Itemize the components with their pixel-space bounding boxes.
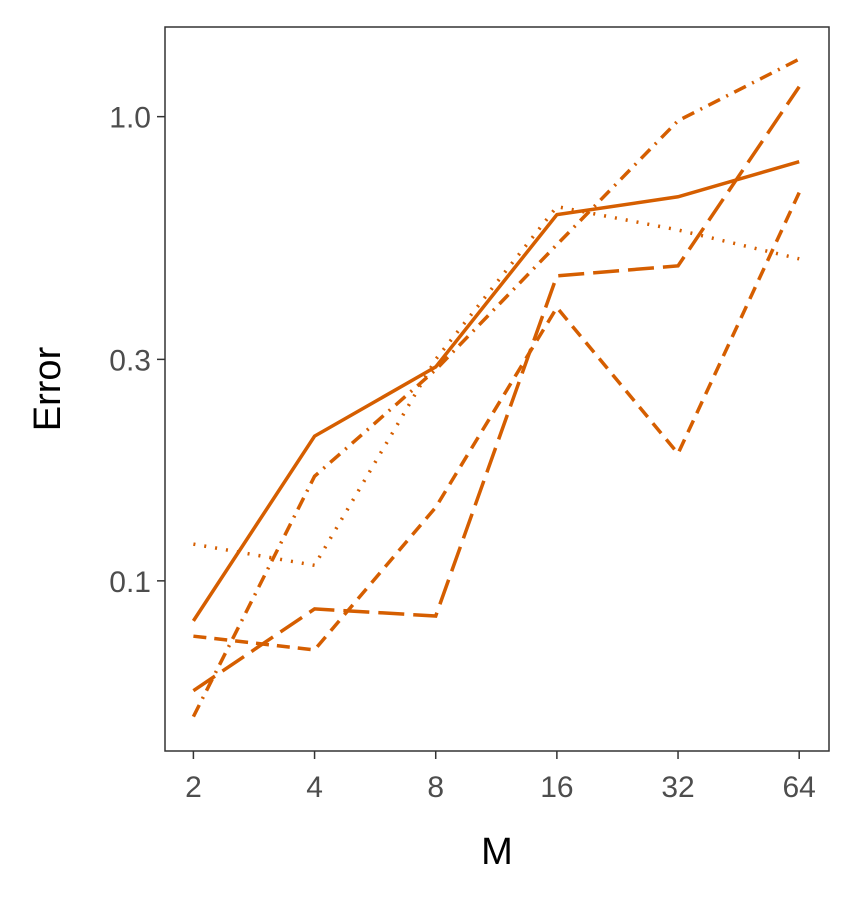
y-axis-title: Error [27, 346, 69, 431]
x-tick-label: 32 [661, 771, 694, 804]
series-line [191, 159, 800, 622]
x-tick-label: 4 [306, 771, 323, 804]
series-line [191, 57, 800, 718]
y-tick-label: 0.1 [109, 566, 151, 599]
x-tick-label: 8 [427, 771, 444, 804]
series-line [192, 85, 801, 693]
x-axis-title: M [481, 831, 513, 873]
series-line [193, 191, 801, 652]
y-tick-label: 1.0 [109, 102, 151, 135]
y-tick-label: 0.3 [109, 344, 151, 377]
x-tick-label: 64 [783, 771, 816, 804]
x-tick-label: 2 [185, 771, 202, 804]
plot-frame [164, 26, 830, 752]
x-tick-label: 16 [540, 771, 573, 804]
